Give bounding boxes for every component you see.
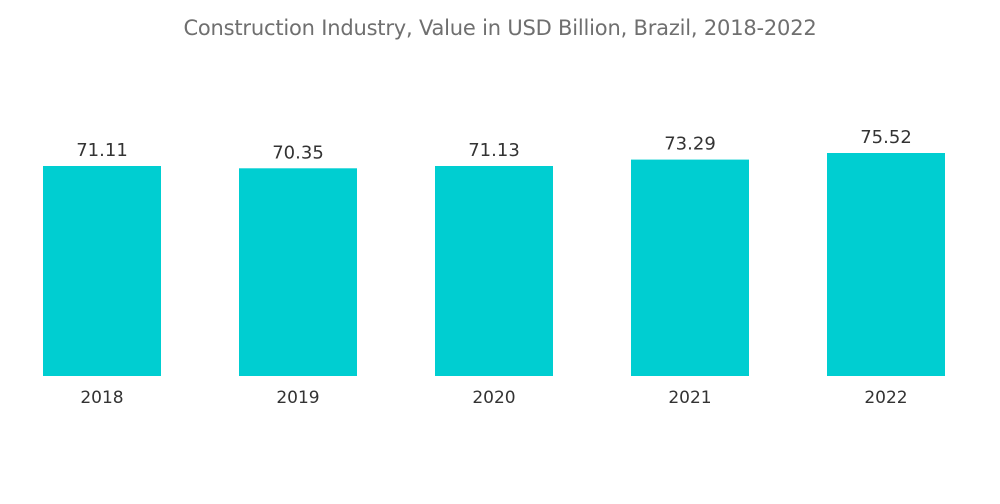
x-axis-ticks-layer: 2018 2019 2020 2021 2022 — [80, 388, 907, 408]
chart-title: Construction Industry, Value in USD Bill… — [183, 16, 817, 40]
bar-2021 — [631, 159, 749, 376]
data-label-2020: 71.13 — [468, 140, 520, 161]
bar-2022 — [827, 153, 945, 376]
bar-2019 — [239, 168, 357, 376]
data-label-2021: 73.29 — [664, 134, 716, 155]
data-label-2019: 70.35 — [272, 142, 324, 163]
bars-layer — [43, 153, 945, 376]
bar-2020 — [435, 166, 553, 376]
data-label-2022: 75.52 — [860, 127, 912, 148]
x-tick-label-2020: 2020 — [472, 388, 515, 408]
data-labels-layer: 71.11 70.35 71.13 73.29 75.52 — [76, 127, 912, 163]
x-tick-label-2022: 2022 — [864, 388, 907, 408]
data-label-2018: 71.11 — [76, 140, 128, 161]
x-tick-label-2021: 2021 — [668, 388, 711, 408]
bar-2018 — [43, 166, 161, 376]
x-tick-label-2018: 2018 — [80, 388, 123, 408]
x-tick-label-2019: 2019 — [276, 388, 319, 408]
